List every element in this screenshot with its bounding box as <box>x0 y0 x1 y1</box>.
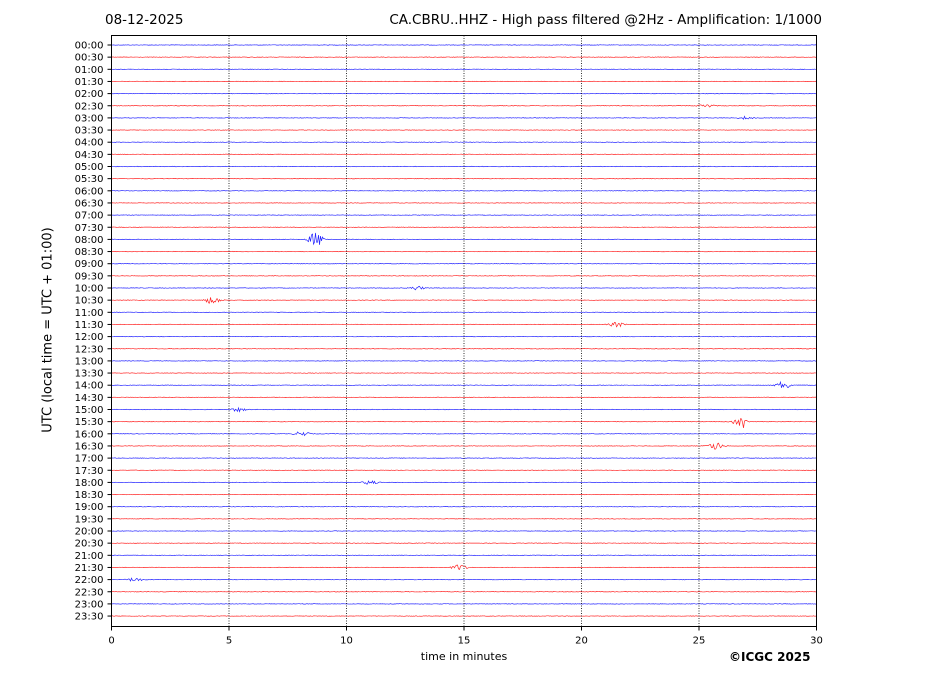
y-tick-label: 21:30 <box>75 563 104 574</box>
y-tick-label: 12:30 <box>75 344 104 355</box>
trace-0030 <box>111 56 817 58</box>
trace-0100 <box>111 68 817 70</box>
y-tick-label: 03:30 <box>75 126 104 137</box>
x-tick-label: 0 <box>108 636 114 647</box>
y-tick-label: 15:30 <box>75 417 104 428</box>
y-tick-label: 10:30 <box>75 296 104 307</box>
y-tick-label: 00:00 <box>75 41 104 52</box>
y-tick-label: 09:30 <box>75 271 104 282</box>
trace-0400 <box>111 141 817 143</box>
y-tick-label: 23:30 <box>75 612 104 623</box>
trace-0700 <box>111 214 817 216</box>
y-tick-label: 10:00 <box>75 284 104 295</box>
y-tick-label: 01:00 <box>75 65 104 76</box>
y-tick-label: 13:00 <box>75 356 104 367</box>
y-tick-label: 13:30 <box>75 369 104 380</box>
trace-2200 <box>111 577 817 582</box>
y-tick-label: 08:00 <box>75 235 104 246</box>
y-tick-label: 18:30 <box>75 490 104 501</box>
chart-title: CA.CBRU..HHZ - High pass filtered @2Hz -… <box>389 12 822 28</box>
y-tick-label: 08:30 <box>75 247 104 258</box>
y-tick-label: 22:30 <box>75 587 104 598</box>
y-tick-label: 05:30 <box>75 174 104 185</box>
x-ticks-layer: 0 5 10 15 20 25 30 <box>108 626 823 647</box>
trace-2100 <box>111 554 817 556</box>
trace-1830 <box>111 493 817 496</box>
trace-2230 <box>111 591 817 593</box>
y-tick-label: 12:00 <box>75 332 104 343</box>
y-tick-label: 00:30 <box>75 53 104 64</box>
y-tick-label: 14:00 <box>75 381 104 392</box>
y-tick-label: 04:00 <box>75 138 104 149</box>
trace-1430 <box>111 396 817 398</box>
x-tick-label: 20 <box>575 636 588 647</box>
x-tick-label: 25 <box>693 636 706 647</box>
y-tick-label: 22:00 <box>75 575 104 586</box>
y-tick-label: 05:00 <box>75 162 104 173</box>
y-tick-label: 03:00 <box>75 113 104 124</box>
y-tick-label: 18:00 <box>75 478 104 489</box>
y-tick-label: 06:00 <box>75 186 104 197</box>
trace-1900 <box>111 506 817 508</box>
x-tick-label: 5 <box>226 636 232 647</box>
trace-1030 <box>111 297 817 304</box>
x-axis-label: time in minutes <box>420 650 508 663</box>
y-tick-label: 06:30 <box>75 198 104 209</box>
y-tick-label: 17:00 <box>75 454 104 465</box>
plot-frame <box>111 35 817 627</box>
trace-0000 <box>111 44 817 46</box>
y-tick-label: 16:00 <box>75 429 104 440</box>
trace-1730 <box>111 469 817 471</box>
trace-0330 <box>111 129 817 131</box>
grid-layer <box>228 35 700 627</box>
y-tick-label: 07:00 <box>75 211 104 222</box>
trace-1500 <box>111 406 817 413</box>
y-tick-label: 21:00 <box>75 551 104 562</box>
chart-date: 08-12-2025 <box>105 12 184 28</box>
y-axis-label: UTC (local time = UTC + 01:00) <box>40 227 56 433</box>
trace-1400 <box>111 380 817 388</box>
y-tick-label: 11:00 <box>75 308 104 319</box>
y-tick-label: 02:00 <box>75 89 104 100</box>
y-tick-label: 14:30 <box>75 393 104 404</box>
trace-1130 <box>111 321 817 328</box>
copyright-label: ©ICGC 2025 <box>729 650 811 664</box>
x-tick-label: 30 <box>810 636 823 647</box>
x-tick-label: 15 <box>458 636 471 647</box>
x-tick-label: 10 <box>340 636 353 647</box>
y-tick-label: 17:30 <box>75 466 104 477</box>
trace-0730 <box>111 226 817 228</box>
trace-1100 <box>111 311 817 313</box>
y-tick-label: 20:00 <box>75 527 104 538</box>
y-tick-label: 19:00 <box>75 502 104 513</box>
y-tick-label: 04:30 <box>75 150 104 161</box>
trace-1530 <box>111 418 817 428</box>
y-tick-label: 15:00 <box>75 405 104 416</box>
y-tick-label: 09:00 <box>75 259 104 270</box>
trace-1800 <box>111 480 817 485</box>
y-tick-label: 02:30 <box>75 101 104 112</box>
trace-0430 <box>111 153 817 155</box>
y-tick-label: 11:30 <box>75 320 104 331</box>
trace-1200 <box>111 335 817 338</box>
y-tick-label: 01:30 <box>75 77 104 88</box>
trace-0800 <box>111 232 817 246</box>
y-tick-label: 07:30 <box>75 223 104 234</box>
y-tick-label: 20:30 <box>75 539 104 550</box>
y-tick-label: 23:00 <box>75 599 104 610</box>
y-tick-label: 19:30 <box>75 514 104 525</box>
y-tick-label: 16:30 <box>75 441 104 452</box>
